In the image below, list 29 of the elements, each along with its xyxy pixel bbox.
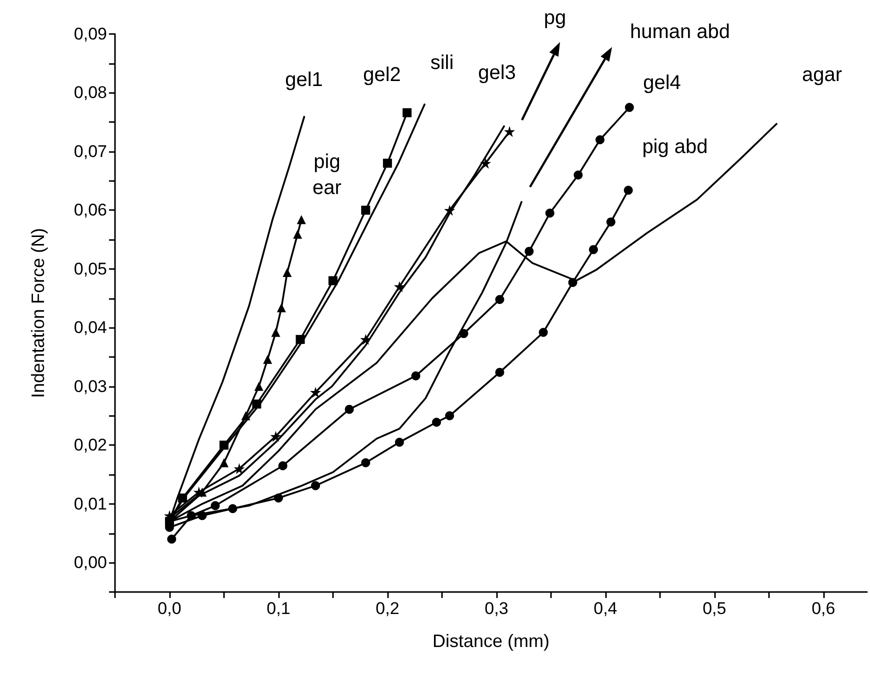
y-tick-label: 0,02 xyxy=(74,436,107,455)
y-tick-label: 0,08 xyxy=(74,83,107,102)
x-tick-label: 0,2 xyxy=(376,599,400,618)
text: pg xyxy=(544,7,566,29)
x-tick-label: 0,5 xyxy=(702,599,726,618)
y-tick-label: 0,07 xyxy=(74,142,107,161)
y-tick-label: 0,06 xyxy=(74,200,107,220)
y-tick-label: 0,09 xyxy=(74,24,107,44)
x-axis-title: Distance (mm) xyxy=(432,631,550,651)
annotation: pig ear xyxy=(312,151,342,199)
annotation: human abd xyxy=(630,21,730,43)
annotation: gel2 xyxy=(363,64,401,86)
annotation: gel3 xyxy=(478,62,516,84)
y-axis-title: Indentation Force (N) xyxy=(28,228,48,398)
x-tick-label: 0,4 xyxy=(594,599,618,618)
x-tick-label: 0,1 xyxy=(266,599,290,618)
x-tick-label: 0,6 xyxy=(812,599,836,618)
x-tick-label: 0,0 xyxy=(158,599,182,618)
y-tick-label: 0,00 xyxy=(74,553,107,572)
annotation: agar xyxy=(802,64,842,86)
annotation: gel4 xyxy=(643,72,681,94)
x-tick-label: 0,3 xyxy=(484,599,508,618)
annotation: pig abd xyxy=(642,136,708,158)
y-tick-label: 0,05 xyxy=(74,259,107,278)
annotation: sili xyxy=(430,52,454,74)
y-tick-label: 0,01 xyxy=(74,494,107,514)
y-tick-label: 0,04 xyxy=(74,318,107,338)
y-tick-label: 0,03 xyxy=(74,376,107,396)
annotation: gel1 xyxy=(285,69,323,91)
